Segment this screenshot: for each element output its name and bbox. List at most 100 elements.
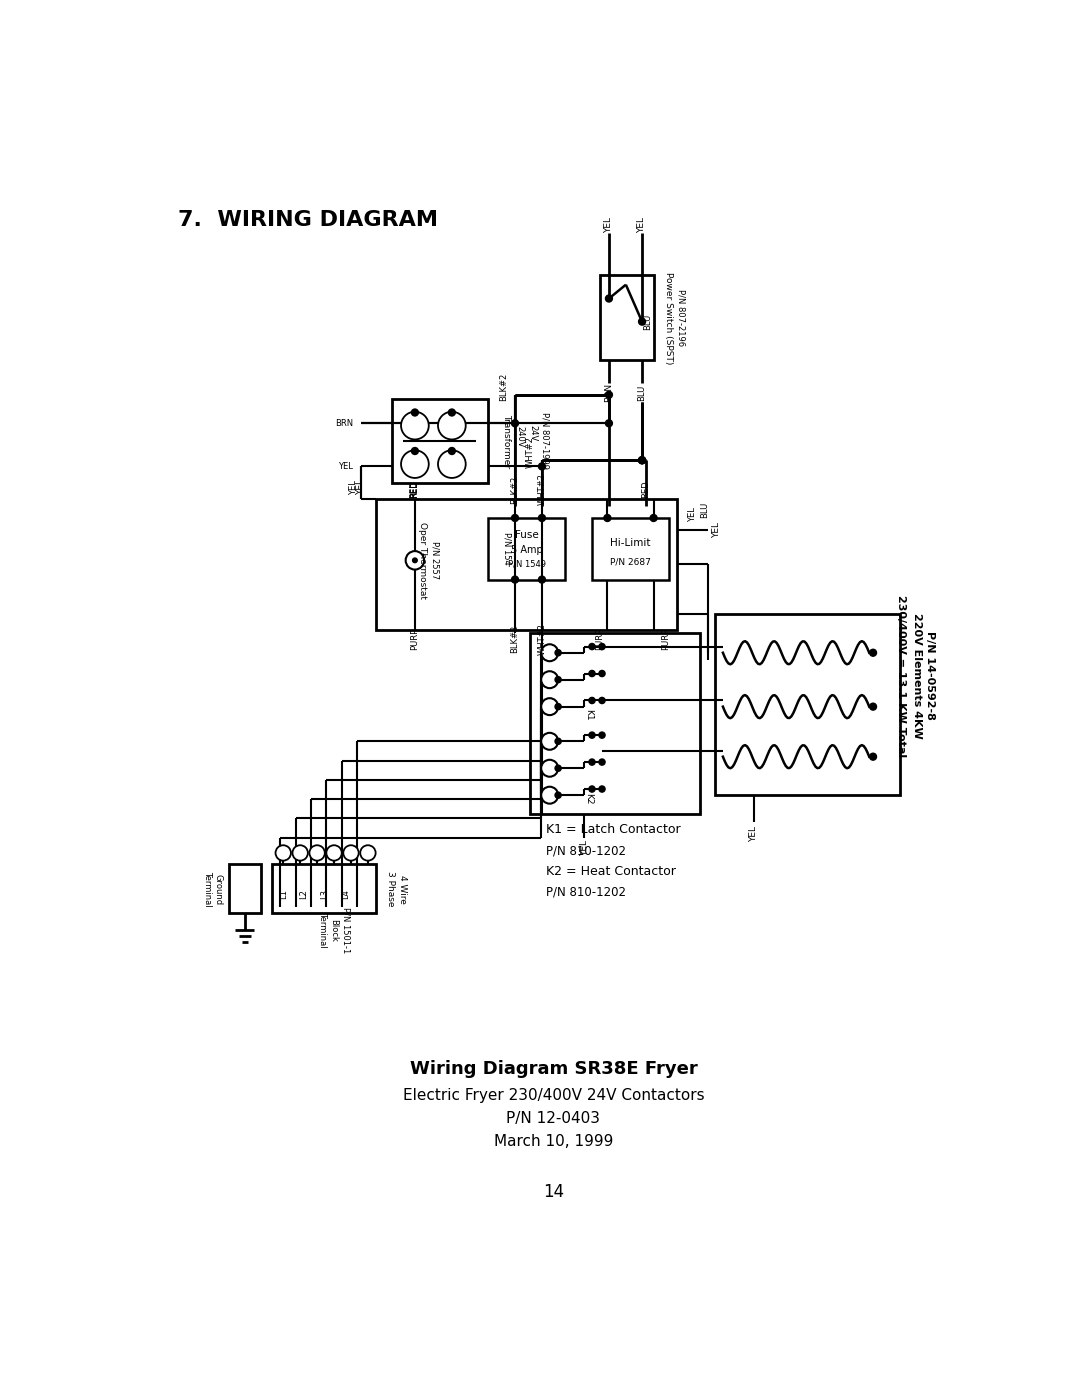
Circle shape <box>638 457 646 464</box>
Circle shape <box>555 766 562 771</box>
Circle shape <box>555 650 562 655</box>
Circle shape <box>589 759 595 766</box>
Text: K1: K1 <box>583 708 593 719</box>
Bar <box>392 398 488 483</box>
Circle shape <box>638 319 646 326</box>
Text: P/N 154: P/N 154 <box>503 532 512 566</box>
Text: March 10, 1999: March 10, 1999 <box>494 1134 613 1150</box>
Text: L3: L3 <box>321 888 329 898</box>
Text: BRN: BRN <box>605 383 613 402</box>
Text: 220V Elements 4KW: 220V Elements 4KW <box>912 613 921 739</box>
Circle shape <box>326 845 341 861</box>
Circle shape <box>555 738 562 745</box>
Text: YEL: YEL <box>356 479 365 495</box>
Circle shape <box>438 412 465 440</box>
Circle shape <box>309 845 325 861</box>
Text: Terminal: Terminal <box>318 912 327 947</box>
Circle shape <box>541 671 558 689</box>
Circle shape <box>869 703 877 710</box>
Circle shape <box>869 650 877 657</box>
Text: K2: K2 <box>583 793 593 805</box>
Circle shape <box>413 557 417 563</box>
Text: Terminal: Terminal <box>203 872 212 907</box>
Circle shape <box>361 845 376 861</box>
Text: YEL: YEL <box>712 521 721 538</box>
Text: K1 = Latch Contactor: K1 = Latch Contactor <box>545 823 680 837</box>
Circle shape <box>541 644 558 661</box>
Text: BLU: BLU <box>700 502 708 518</box>
Text: RED: RED <box>410 481 419 499</box>
Text: Oper Thermostat: Oper Thermostat <box>418 522 427 599</box>
Text: P/N 810-1202: P/N 810-1202 <box>545 886 625 898</box>
Circle shape <box>638 457 646 464</box>
Text: 5 Amp: 5 Amp <box>511 545 542 556</box>
Circle shape <box>589 732 595 738</box>
Text: Power Switch (SPST): Power Switch (SPST) <box>664 271 674 365</box>
Bar <box>488 518 565 580</box>
Text: BLK#2: BLK#2 <box>511 624 519 652</box>
Text: BLU: BLU <box>637 384 647 401</box>
Text: BRN: BRN <box>335 419 353 427</box>
Text: P/N 2687: P/N 2687 <box>610 557 651 566</box>
Circle shape <box>512 420 518 426</box>
Text: L4: L4 <box>341 888 350 898</box>
Text: L1: L1 <box>279 888 287 898</box>
Circle shape <box>599 697 605 704</box>
Circle shape <box>401 450 429 478</box>
Text: BLK#2: BLK#2 <box>511 475 519 504</box>
Circle shape <box>589 787 595 792</box>
Text: P/N 14-0592-8: P/N 14-0592-8 <box>926 631 935 721</box>
Text: PURP: PURP <box>410 627 419 650</box>
Text: Ground: Ground <box>214 873 222 905</box>
Text: L2: L2 <box>299 888 309 898</box>
Circle shape <box>599 644 605 650</box>
Circle shape <box>541 787 558 803</box>
Circle shape <box>539 462 545 469</box>
Circle shape <box>604 514 611 521</box>
Text: 4 Wire: 4 Wire <box>397 875 407 904</box>
Circle shape <box>555 676 562 683</box>
Text: YEL: YEL <box>688 507 698 521</box>
Circle shape <box>541 733 558 750</box>
Text: RED: RED <box>642 481 650 499</box>
Circle shape <box>869 753 877 760</box>
Bar <box>715 615 900 795</box>
Circle shape <box>401 412 429 440</box>
Text: P/N 2557: P/N 2557 <box>431 541 440 580</box>
Bar <box>530 633 700 814</box>
Circle shape <box>539 514 545 521</box>
Text: YEL: YEL <box>750 826 758 841</box>
Text: 3 Phase: 3 Phase <box>386 872 394 907</box>
Circle shape <box>599 787 605 792</box>
Circle shape <box>555 792 562 798</box>
Text: 14: 14 <box>543 1183 564 1201</box>
Text: PURP: PURP <box>661 627 670 650</box>
Circle shape <box>448 447 456 454</box>
Circle shape <box>512 576 518 583</box>
Circle shape <box>406 550 424 570</box>
Circle shape <box>606 420 612 426</box>
Text: P/N 1501-1: P/N 1501-1 <box>341 907 350 953</box>
Circle shape <box>650 514 657 521</box>
Text: WHT#2: WHT#2 <box>538 474 546 506</box>
Text: Wiring Diagram SR38E Fryer: Wiring Diagram SR38E Fryer <box>409 1059 698 1077</box>
Text: YEL: YEL <box>580 840 589 855</box>
Circle shape <box>343 845 359 861</box>
Circle shape <box>606 295 612 302</box>
Circle shape <box>589 671 595 676</box>
Text: YEL: YEL <box>605 218 613 233</box>
Circle shape <box>293 845 308 861</box>
Circle shape <box>599 732 605 738</box>
Text: WHT#2: WHT#2 <box>538 623 546 655</box>
Bar <box>272 865 377 914</box>
Text: 7.  WIRING DIAGRAM: 7. WIRING DIAGRAM <box>178 210 437 231</box>
Bar <box>592 518 669 580</box>
Text: YEL: YEL <box>637 218 647 233</box>
Circle shape <box>638 457 646 464</box>
Text: RED: RED <box>409 481 418 499</box>
Text: 240V: 240V <box>516 426 525 448</box>
Bar <box>377 499 677 630</box>
Text: K2 = Heat Contactor: K2 = Heat Contactor <box>545 865 676 877</box>
Text: Electric Fryer 230/400V 24V Contactors: Electric Fryer 230/400V 24V Contactors <box>403 1088 704 1104</box>
Text: Transformer: Transformer <box>502 414 511 468</box>
